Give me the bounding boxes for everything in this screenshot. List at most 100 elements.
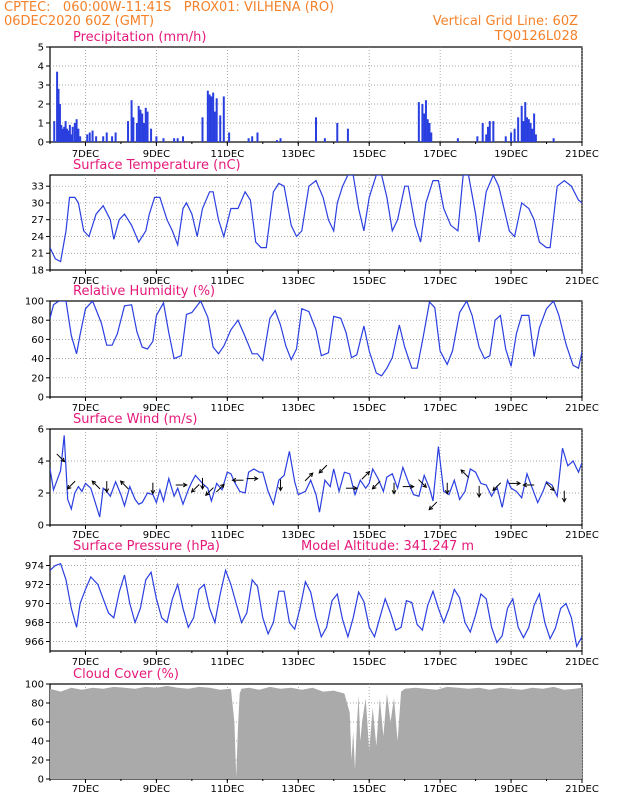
wind-arrow xyxy=(391,482,397,495)
precip-bar xyxy=(456,138,459,142)
precip-bar xyxy=(208,94,211,142)
rh-series-line xyxy=(50,301,582,377)
wind-arrow-shaft xyxy=(460,469,470,479)
precip-bar xyxy=(58,104,61,142)
precip-bar xyxy=(114,132,117,142)
cloud-y-tick-label: 100 xyxy=(25,680,44,691)
rh-x-tick-label: 13DEC xyxy=(281,403,315,414)
precip-bar xyxy=(139,109,142,142)
precip-bar xyxy=(428,123,431,142)
rh-y-tick-label: 100 xyxy=(25,297,44,308)
wind-arrow xyxy=(460,469,470,479)
wind-x-tick-label: 9DEC xyxy=(143,530,170,541)
wind-arrow-head xyxy=(278,486,283,492)
press-y-tick-label: 970 xyxy=(25,599,44,610)
precip-bar xyxy=(421,104,424,142)
press-y-tick-label: 966 xyxy=(25,637,44,648)
wind-arrow xyxy=(371,480,381,490)
cloud-y-tick-label: 0 xyxy=(38,775,44,786)
rh-y-tick-label: 20 xyxy=(31,373,44,384)
precip-y-tick-label: 5 xyxy=(38,43,44,54)
wind-arrow xyxy=(428,501,438,511)
precip-bar xyxy=(75,119,78,142)
wind-arrow xyxy=(318,464,328,474)
wind-arrow-shaft xyxy=(216,483,225,493)
wind-arrow xyxy=(150,482,156,495)
temp-y-tick-label: 21 xyxy=(31,249,44,260)
precip-bar xyxy=(488,121,491,142)
precip-bar xyxy=(529,123,532,142)
precip-bar xyxy=(275,140,278,142)
wind-arrow-head xyxy=(200,485,205,490)
wind-arrow-shaft xyxy=(67,480,76,490)
wind-arrow xyxy=(304,472,314,482)
press-panel: 7DEC 9DEC 11DEC 13DEC 15DEC 17DEC 19DEC 21DEC 96… xyxy=(25,539,599,668)
precip-title: Precipitation (mm/h) xyxy=(73,30,206,45)
precip-bar xyxy=(63,126,66,142)
precip-bar xyxy=(315,117,317,142)
temp-series-line xyxy=(50,175,582,263)
wind-arrow-head xyxy=(104,488,110,494)
precip-x-tick-label: 7DEC xyxy=(72,149,99,160)
wind-series-line xyxy=(50,435,582,518)
wind-x-tick-label: 15DEC xyxy=(352,530,386,541)
cloud-x-tick-label: 9DEC xyxy=(143,784,170,795)
wind-x-tick-label: 11DEC xyxy=(210,530,244,541)
precip-bar xyxy=(77,128,80,142)
press-series-line xyxy=(50,562,582,649)
wind-arrow xyxy=(522,482,535,488)
wind-arrow xyxy=(91,480,101,490)
precip-bar xyxy=(66,128,69,142)
precip-bar xyxy=(144,107,147,142)
wind-arrow-shaft xyxy=(492,482,502,491)
precip-bar xyxy=(53,121,56,142)
precip-bar xyxy=(91,130,94,142)
temp-x-tick-label: 21DEC xyxy=(565,276,599,287)
precip-bar xyxy=(61,128,64,142)
wind-arrow-shaft xyxy=(545,482,555,491)
wind-arrow xyxy=(190,483,200,493)
press-x-tick-label: 9DEC xyxy=(143,657,170,668)
precip-bar xyxy=(64,121,67,142)
temp-x-tick-label: 17DEC xyxy=(423,276,457,287)
precip-bar xyxy=(417,102,420,142)
precip-x-tick-label: 19DEC xyxy=(494,149,528,160)
precip-bar xyxy=(524,102,527,142)
precip-bar xyxy=(137,105,140,142)
precip-bar xyxy=(219,115,222,142)
precip-bar xyxy=(531,128,534,142)
cloud-x-tick-label: 19DEC xyxy=(494,784,528,795)
precip-bar xyxy=(86,134,89,142)
cloud-title: Cloud Cover (%) xyxy=(73,667,179,682)
header-line2-right: Vertical Grid Line: 60Z xyxy=(432,14,578,29)
precip-bar xyxy=(70,134,73,142)
wind-arrow-head xyxy=(492,486,498,492)
temp-x-tick-label: 19DEC xyxy=(494,276,528,287)
wind-arrow-head xyxy=(190,488,196,493)
cloud-panel: 7DEC 9DEC 11DEC 13DEC 15DEC 17DEC 19DEC 21DEC 0 2… xyxy=(25,667,599,795)
precip-bar xyxy=(206,90,209,142)
wind-arrow xyxy=(492,482,502,492)
precip-bar xyxy=(146,111,149,142)
header-line3-right: TQ0126L028 xyxy=(494,29,578,44)
wind-arrow xyxy=(444,482,450,495)
wind-x-tick-label: 7DEC xyxy=(72,530,99,541)
temp-panel: 7DEC 9DEC 11DEC 13DEC 15DEC 17DEC 19DEC 21DEC 18… xyxy=(31,158,599,287)
precip-bar xyxy=(60,124,63,142)
precip-x-tick-label: 11DEC xyxy=(210,149,244,160)
precip-bar xyxy=(56,71,59,142)
precip-bar xyxy=(182,136,184,142)
rh-title: Relative Humidity (%) xyxy=(73,284,215,299)
wind-arrow-head xyxy=(60,457,66,463)
wind-arrow xyxy=(66,480,76,490)
press-x-tick-label: 7DEC xyxy=(72,657,99,668)
wind-x-tick-label: 17DEC xyxy=(423,530,457,541)
wind-arrow-head xyxy=(353,485,359,491)
temp-y-tick-label: 33 xyxy=(31,182,44,193)
press-x-tick-label: 11DEC xyxy=(210,657,244,668)
wind-arrow-head xyxy=(371,484,377,490)
precip-bar xyxy=(176,138,179,142)
precip-y-tick-label: 0 xyxy=(38,138,44,149)
rh-x-tick-label: 17DEC xyxy=(423,403,457,414)
precip-bar xyxy=(430,132,433,142)
